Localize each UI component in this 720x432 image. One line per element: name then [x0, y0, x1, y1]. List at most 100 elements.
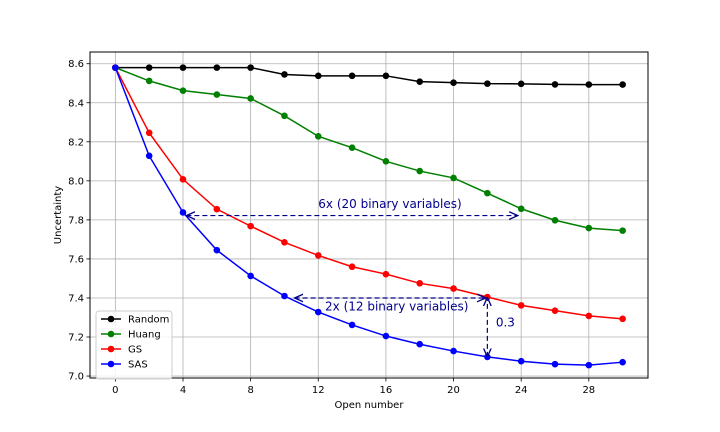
legend-entry-sas: SAS: [101, 360, 148, 371]
y-tick-label: 8.4: [68, 98, 84, 109]
data-point: [382, 332, 390, 340]
data-point: [551, 216, 559, 224]
y-axis-ticks: 7.0 7.2 7.4 7.6 7.8 8.0 8.2 8.4 8.6: [68, 59, 90, 383]
data-point: [112, 64, 119, 71]
legend-label: Huang: [128, 330, 161, 341]
x-axis-label: Open number: [335, 400, 405, 411]
data-point: [416, 78, 424, 85]
data-point: [484, 189, 491, 197]
data-point: [145, 77, 153, 85]
series-huang: [112, 64, 626, 234]
series-line: [114, 67, 623, 366]
x-tick-label: 4: [180, 385, 186, 396]
data-point: [247, 64, 254, 71]
series-line: [115, 66, 623, 86]
data-point: [179, 87, 187, 94]
data-point: [179, 175, 187, 183]
data-point: [484, 80, 491, 87]
data-point: [585, 81, 593, 88]
y-axis-label: Uncertainty: [53, 186, 64, 245]
series-line: [115, 66, 623, 232]
data-point: [382, 72, 390, 80]
data-point: [416, 167, 424, 175]
data-point: [619, 227, 626, 234]
data-point: [281, 112, 288, 120]
x-tick-label: 28: [582, 385, 595, 396]
gridlines: [90, 52, 648, 378]
x-tick-label: 8: [247, 385, 253, 396]
y-tick-label: 7.6: [68, 254, 84, 265]
y-tick-label: 8.0: [68, 176, 84, 187]
data-point: [517, 357, 525, 365]
annotation-label: 2x (12 binary variables): [325, 300, 468, 314]
data-point: [213, 205, 221, 213]
series-random: [112, 64, 626, 88]
y-tick-label: 8.6: [68, 59, 84, 70]
data-point: [145, 129, 153, 137]
data-point: [416, 280, 424, 287]
x-tick-label: 24: [515, 385, 528, 396]
legend-marker: [107, 330, 115, 338]
legend-frame: [95, 310, 173, 380]
data-point: [281, 292, 288, 300]
data-point: [517, 80, 525, 88]
data-point: [450, 347, 457, 355]
series-sas: [112, 64, 626, 369]
legend-entry-huang: Huang: [101, 330, 161, 341]
annotation-label: 0.3: [496, 315, 515, 329]
data-point: [619, 358, 626, 366]
data-point: [179, 209, 187, 216]
data-point: [145, 64, 153, 71]
data-point: [145, 152, 153, 160]
y-tick-label: 8.2: [68, 137, 84, 148]
data-point: [450, 285, 457, 292]
data-point: [314, 72, 322, 80]
data-point: [348, 321, 356, 329]
annotation-label: 6x (20 binary variables): [318, 197, 461, 211]
data-point: [247, 95, 254, 102]
legend-label: GS: [128, 345, 142, 356]
plot-frame: [89, 51, 649, 379]
data-point: [247, 272, 254, 280]
legend-entry-gs: GS: [101, 345, 142, 356]
data-point: [551, 307, 559, 314]
data-point: [450, 174, 457, 182]
data-point: [585, 224, 593, 232]
data-point: [416, 340, 424, 348]
legend-entry-random: Random: [101, 315, 169, 326]
legend: Random Huang GS SAS: [95, 310, 173, 380]
x-tick-label: 12: [312, 385, 325, 396]
data-point: [348, 263, 356, 271]
x-tick-label: 16: [380, 385, 393, 396]
data-point: [314, 308, 322, 316]
data-point: [382, 270, 390, 278]
data-point: [213, 246, 221, 254]
data-point: [281, 71, 288, 78]
x-tick-label: 20: [447, 385, 460, 396]
series-gs: [112, 64, 626, 323]
y-tick-label: 7.4: [68, 293, 84, 304]
data-point: [314, 252, 322, 259]
y-tick-label: 7.8: [68, 215, 84, 226]
legend-marker: [107, 315, 115, 323]
data-point: [281, 239, 288, 246]
data-point: [314, 133, 322, 140]
data-point: [619, 81, 626, 88]
data-point: [619, 315, 626, 323]
legend-label: SAS: [128, 360, 148, 371]
data-point: [213, 64, 221, 71]
data-point: [213, 91, 221, 98]
data-point: [382, 158, 390, 165]
data-point: [247, 222, 254, 230]
data-point: [450, 79, 457, 86]
data-point: [348, 144, 356, 151]
series-line: [114, 67, 623, 320]
data-point: [551, 81, 559, 88]
data-point: [517, 302, 525, 309]
y-tick-label: 7.0: [68, 372, 84, 383]
x-tick-label: 0: [112, 385, 118, 396]
data-point: [585, 361, 593, 369]
legend-label: Random: [128, 315, 169, 326]
data-point: [585, 312, 593, 320]
